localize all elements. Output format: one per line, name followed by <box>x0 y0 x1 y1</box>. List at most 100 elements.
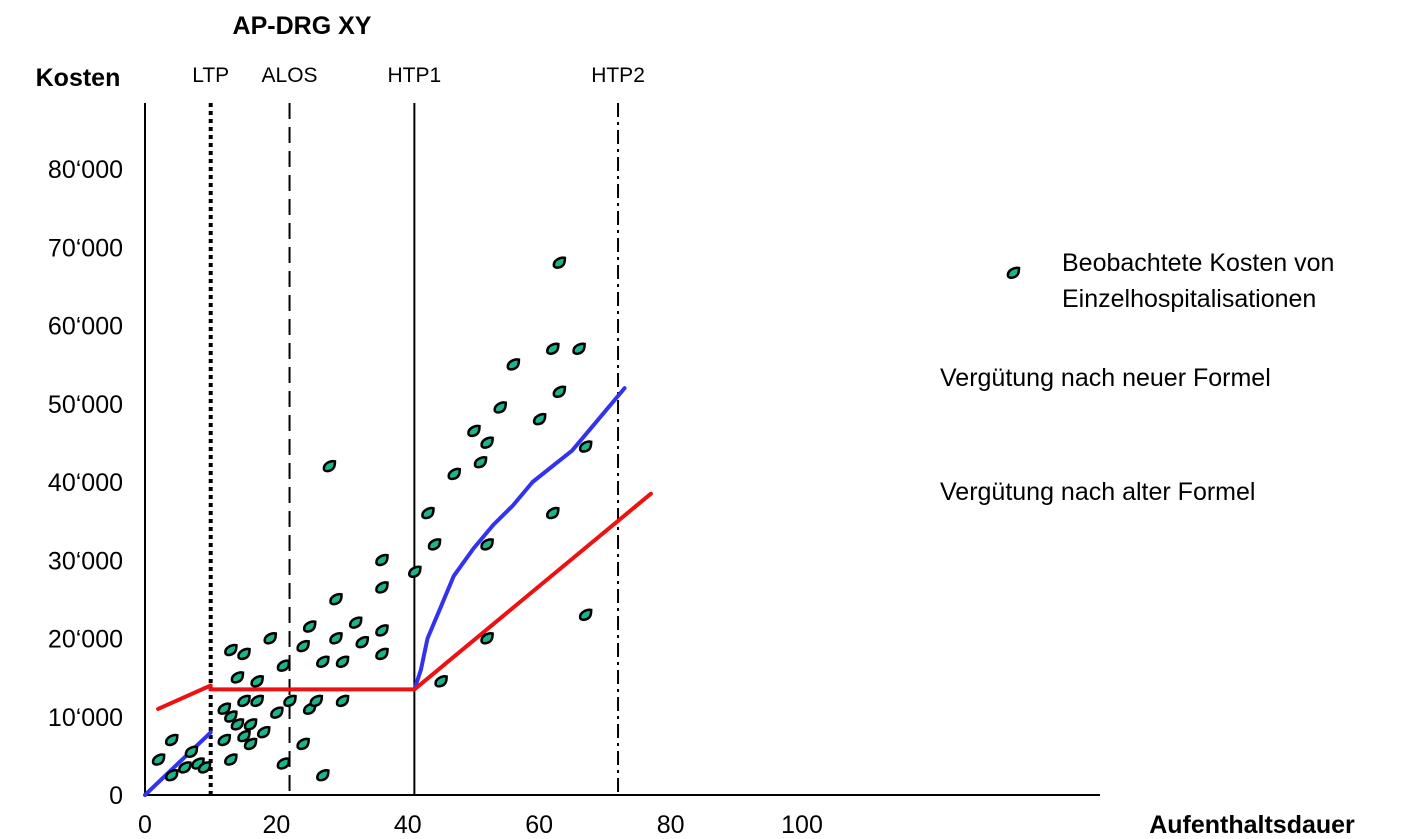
y-tick-label: 50‘000 <box>48 391 123 419</box>
data-point <box>250 694 264 708</box>
data-point <box>552 256 567 269</box>
legend-points-label-line2: Einzelhospitalisationen <box>1062 285 1316 313</box>
legend-new-formula-label: Vergütung nach neuer Formel <box>940 364 1271 392</box>
data-point <box>165 769 179 782</box>
data-point <box>493 401 508 414</box>
data-point <box>283 694 297 708</box>
y-tick-label: 30‘000 <box>48 547 123 575</box>
new-formula-segment <box>412 386 627 692</box>
x-tick-label: 100 <box>781 811 823 839</box>
data-point <box>467 424 481 438</box>
data-point <box>276 659 291 672</box>
data-point <box>217 702 232 715</box>
data-point <box>480 436 494 449</box>
data-point <box>546 342 560 355</box>
legend-old-formula-label: Vergütung nach alter Formel <box>940 478 1255 506</box>
data-point <box>348 616 363 629</box>
data-point <box>250 675 264 688</box>
reference-lines: LTP ALOS HTP1 HTP2 <box>192 64 645 795</box>
data-point <box>217 733 232 747</box>
data-point <box>335 655 350 668</box>
data-point <box>427 538 442 551</box>
x-tick-label: 0 <box>138 811 152 839</box>
data-point <box>329 592 343 606</box>
x-axis-label: Aufenthaltsdauer <box>1149 811 1355 839</box>
y-axis-label: Kosten <box>36 64 121 92</box>
data-point <box>546 506 560 520</box>
data-point <box>408 565 422 578</box>
ref-label-htp1: HTP1 <box>388 64 442 87</box>
legend-point-marker <box>1006 266 1021 279</box>
y-tick-label: 0 <box>109 782 123 810</box>
data-point <box>473 456 488 469</box>
data-point <box>224 753 238 766</box>
data-point <box>572 342 586 355</box>
data-point <box>552 385 567 398</box>
data-point <box>375 581 389 594</box>
data-point <box>532 412 547 426</box>
data-point <box>375 624 389 637</box>
chart-title: AP-DRG XY <box>233 12 372 40</box>
data-point <box>151 753 166 766</box>
data-point <box>296 737 310 751</box>
data-point <box>257 725 271 739</box>
y-tick-label: 10‘000 <box>48 704 123 732</box>
y-tick-label: 70‘000 <box>48 234 123 262</box>
old-formula-segment <box>156 683 213 711</box>
old-formula-segment <box>412 491 653 692</box>
data-point <box>224 710 238 723</box>
data-point <box>335 694 350 708</box>
data-point <box>165 733 179 747</box>
tick-labels: 0 20 40 60 80 100 0 10‘000 20‘000 30‘000 40‘000 50‘… <box>48 156 823 839</box>
data-point <box>316 655 330 668</box>
data-point <box>316 769 330 782</box>
data-point <box>434 675 448 688</box>
data-point <box>375 553 389 567</box>
y-tick-label: 80‘000 <box>48 156 123 184</box>
data-point <box>578 440 593 453</box>
data-point <box>184 745 199 758</box>
data-point <box>309 694 324 708</box>
y-tick-label: 40‘000 <box>48 469 123 497</box>
data-point <box>243 718 258 731</box>
data-point <box>322 459 337 473</box>
data-point <box>243 737 258 751</box>
x-tick-label: 60 <box>525 811 553 839</box>
data-point <box>237 647 251 661</box>
data-point <box>447 467 462 481</box>
data-point <box>578 608 593 622</box>
data-point <box>296 639 310 653</box>
data-point <box>197 761 212 774</box>
y-tick-label: 20‘000 <box>48 626 123 654</box>
data-point <box>237 694 251 708</box>
data-point <box>230 671 245 684</box>
y-tick-label: 60‘000 <box>48 313 123 341</box>
data-point <box>375 647 389 661</box>
data-point <box>329 632 343 645</box>
ref-label-htp2: HTP2 <box>591 64 645 87</box>
x-tick-label: 20 <box>262 811 290 839</box>
remuneration-lines <box>143 386 653 797</box>
observed-cost-points <box>151 256 593 782</box>
data-point <box>355 635 370 649</box>
ref-label-alos: ALOS <box>262 64 318 87</box>
data-point <box>270 706 284 719</box>
x-tick-label: 80 <box>657 811 685 839</box>
data-point <box>480 632 494 645</box>
data-point <box>263 632 278 645</box>
new-formula-segment <box>143 730 213 797</box>
data-point <box>224 643 238 657</box>
x-tick-label: 40 <box>394 811 422 839</box>
data-point <box>302 620 317 633</box>
legend: Beobachtete Kosten von Einzelhospitalisa… <box>940 249 1334 506</box>
data-point <box>480 538 494 551</box>
data-point <box>276 757 291 770</box>
data-point <box>421 506 435 520</box>
data-point <box>230 718 245 731</box>
legend-points-label-line1: Beobachtete Kosten von <box>1062 249 1334 277</box>
data-point <box>178 761 192 774</box>
data-point <box>237 729 251 743</box>
data-point <box>506 358 521 371</box>
ref-label-ltp: LTP <box>192 64 229 87</box>
